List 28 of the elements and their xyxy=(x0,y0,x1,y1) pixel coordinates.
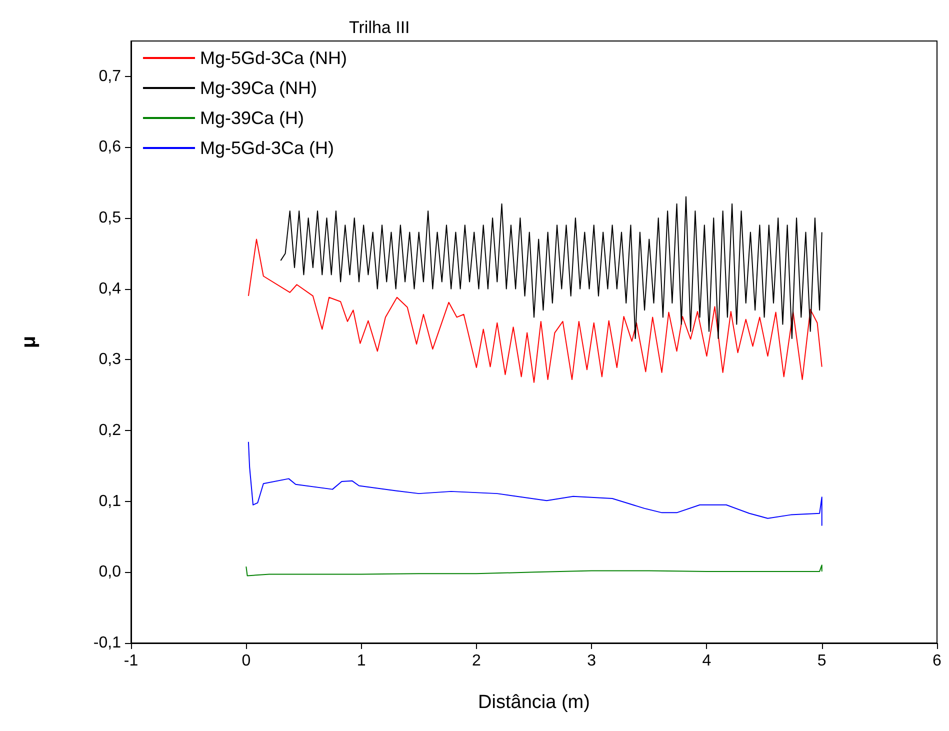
legend-label: Mg-5Gd-3Ca (H) xyxy=(200,138,334,158)
line-series xyxy=(280,196,822,339)
y-tick-label: 0,7 xyxy=(98,68,122,85)
y-tick-label: 0,0 xyxy=(98,564,122,581)
line-series xyxy=(248,441,822,526)
x-tick-label: 3 xyxy=(587,652,596,670)
x-tick-label: 4 xyxy=(702,652,712,670)
y-tick-label: 0,6 xyxy=(98,138,122,156)
x-tick-label: -1 xyxy=(124,652,138,670)
legend-label: Mg-39Ca (NH) xyxy=(200,78,318,98)
x-axis-title: Distância (m) xyxy=(478,692,590,713)
legend-label: Mg-39Ca (H) xyxy=(200,108,304,128)
y-tick-label: 0,4 xyxy=(98,280,122,298)
y-axis-title: μ xyxy=(18,336,40,348)
legend-label: Mg-5Gd-3Ca (NH) xyxy=(200,48,348,68)
x-tick-label: 6 xyxy=(932,652,942,670)
x-tick-label: 5 xyxy=(817,652,826,670)
x-tick-label: 0 xyxy=(242,652,251,670)
x-tick-label: 1 xyxy=(356,652,366,670)
line-series xyxy=(248,238,822,383)
y-tick-label: 0,5 xyxy=(98,210,122,227)
y-tick-label: 0,2 xyxy=(98,422,122,440)
y-tick-label: 0,3 xyxy=(98,351,122,368)
x-tick-label: 2 xyxy=(472,652,481,670)
y-tick-label: 0,1 xyxy=(98,492,122,510)
y-tick-label: -0,1 xyxy=(93,634,122,652)
line-series xyxy=(246,564,822,576)
chart-title: Trilha III xyxy=(349,18,410,37)
